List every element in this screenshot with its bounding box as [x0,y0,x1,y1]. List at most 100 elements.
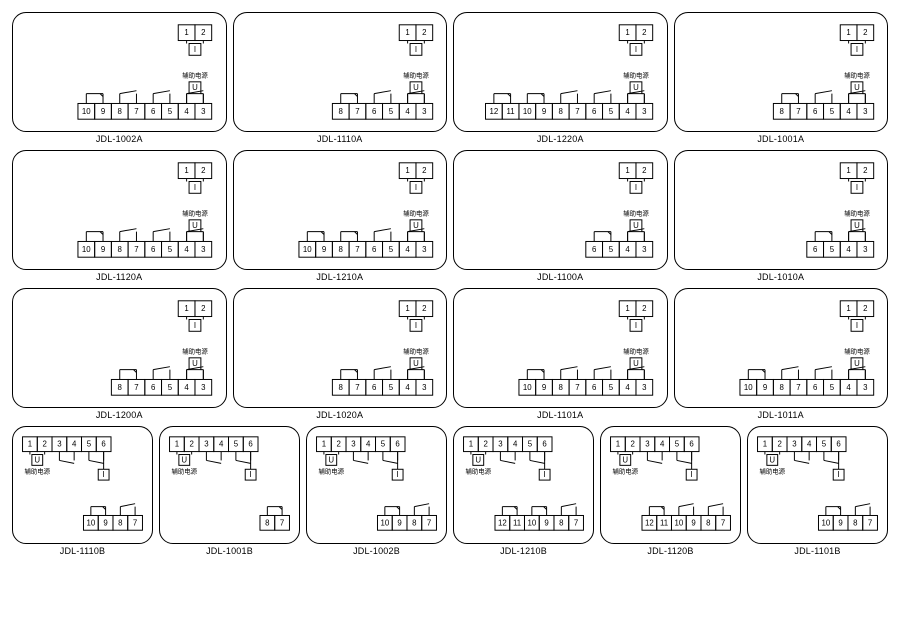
diagram-cell: 12I109876543辅助电源UJDL-1002A [12,12,227,144]
svg-text:辅助电源: 辅助电源 [403,346,429,355]
svg-text:8: 8 [338,245,343,254]
diagram-cell: 123456U辅助电源I87JDL-1001B [159,426,300,556]
svg-text:10: 10 [523,383,532,392]
diagram-panel: 12I876543辅助电源U [674,12,889,132]
svg-text:1: 1 [625,166,629,175]
svg-text:4: 4 [184,383,189,392]
diagram-b: 123456U辅助电源I87 [160,427,299,543]
svg-text:2: 2 [201,28,205,37]
diagram-cell: 123456U辅助电源I10987JDL-1110B [12,426,153,556]
svg-text:2: 2 [642,166,646,175]
diagram-cell: 123456U辅助电源I10987JDL-1002B [306,426,447,556]
diagram-b: 123456U辅助电源I121110987 [454,427,593,543]
svg-text:6: 6 [151,107,156,116]
svg-text:I: I [855,321,857,330]
svg-text:辅助电源: 辅助电源 [182,70,208,79]
svg-text:5: 5 [528,440,533,449]
svg-text:6: 6 [592,245,597,254]
diagram-cell: 123456U辅助电源I121110987JDL-1210B [453,426,594,556]
diagram-cell: 12I1211109876543辅助电源UJDL-1220A [453,12,668,144]
svg-text:U: U [854,359,860,368]
svg-text:4: 4 [625,383,630,392]
svg-text:8: 8 [338,107,343,116]
diagram-cell: 12I109876543辅助电源U JDL-1101A [453,288,668,420]
svg-text:10: 10 [674,518,683,527]
svg-text:8: 8 [706,518,711,527]
svg-text:U: U [633,83,639,92]
diagram-label: JDL-1120B [647,546,693,556]
svg-text:8: 8 [412,518,417,527]
diagram-b: 123456U辅助电源I10987 [13,427,152,543]
svg-text:5: 5 [168,383,173,392]
diagram-panel: 123456U辅助电源I10987 [306,426,447,544]
svg-text:I: I [414,321,416,330]
svg-text:11: 11 [507,107,515,116]
svg-text:7: 7 [575,107,579,116]
svg-text:4: 4 [72,440,77,449]
svg-text:I: I [838,470,840,479]
svg-text:辅助电源: 辅助电源 [613,467,639,476]
diagram-a: 12I6543辅助电源U [675,151,888,269]
svg-text:5: 5 [829,245,834,254]
svg-text:3: 3 [201,107,206,116]
svg-text:9: 9 [542,107,546,116]
svg-text:2: 2 [863,304,867,313]
svg-text:7: 7 [355,383,359,392]
diagram-panel: 123456U辅助电源I121110987 [600,426,741,544]
svg-text:U: U [633,221,639,230]
svg-text:5: 5 [87,440,92,449]
svg-text:6: 6 [542,440,547,449]
svg-text:12: 12 [645,518,654,527]
diagram-cell: 12I876543辅助电源UJDL-1200A [12,288,227,420]
svg-text:3: 3 [201,245,206,254]
svg-text:5: 5 [388,383,393,392]
svg-text:9: 9 [321,245,325,254]
svg-text:8: 8 [853,518,858,527]
diagram-a: 12I876543辅助电源U [13,289,226,407]
diagram-a: 12I876543辅助电源U [675,13,888,131]
svg-text:1: 1 [616,440,620,449]
diagram-a: 12I109876543辅助电源U [13,13,226,131]
svg-text:9: 9 [101,245,105,254]
diagram-cell: 12I876543辅助电源UJDL-1020A [233,288,448,420]
svg-text:2: 2 [422,304,426,313]
svg-text:3: 3 [792,440,797,449]
svg-text:1: 1 [846,28,850,37]
diagram-panel: 12I109876543辅助电源U [233,150,448,270]
svg-text:6: 6 [689,440,694,449]
svg-text:6: 6 [371,245,376,254]
diagram-label: JDL-1101A [537,410,583,420]
diagram-b: 123456U辅助电源I121110987 [601,427,740,543]
svg-text:I: I [194,183,196,192]
svg-text:2: 2 [42,440,46,449]
svg-text:2: 2 [336,440,340,449]
svg-text:9: 9 [838,518,842,527]
svg-text:U: U [854,83,860,92]
svg-text:5: 5 [381,440,386,449]
svg-text:1: 1 [184,28,188,37]
svg-text:8: 8 [559,383,564,392]
diagram-panel: 12I6543辅助电源U [674,150,889,270]
svg-text:辅助电源: 辅助电源 [466,467,492,476]
svg-text:7: 7 [355,245,359,254]
svg-text:2: 2 [630,440,634,449]
svg-text:8: 8 [265,518,270,527]
svg-text:7: 7 [796,383,800,392]
svg-text:6: 6 [812,245,817,254]
svg-text:2: 2 [777,440,781,449]
svg-text:U: U [34,455,40,464]
diagram-a: 12I109876543辅助电源U [234,151,447,269]
svg-text:1: 1 [184,166,188,175]
svg-text:辅助电源: 辅助电源 [172,467,198,476]
diagram-panel: 12I1211109876543辅助电源U [453,12,668,132]
diagram-label: JDL-1120A [96,272,142,282]
svg-text:I: I [855,183,857,192]
svg-text:3: 3 [863,383,868,392]
svg-text:辅助电源: 辅助电源 [403,70,429,79]
svg-text:8: 8 [338,383,343,392]
svg-text:I: I [635,183,637,192]
diagram-cell: 12I6543辅助电源UJDL-1010A [674,150,889,282]
svg-text:U: U [192,83,198,92]
diagram-a: 12I109876543辅助电源U [454,289,667,407]
svg-text:7: 7 [721,518,725,527]
